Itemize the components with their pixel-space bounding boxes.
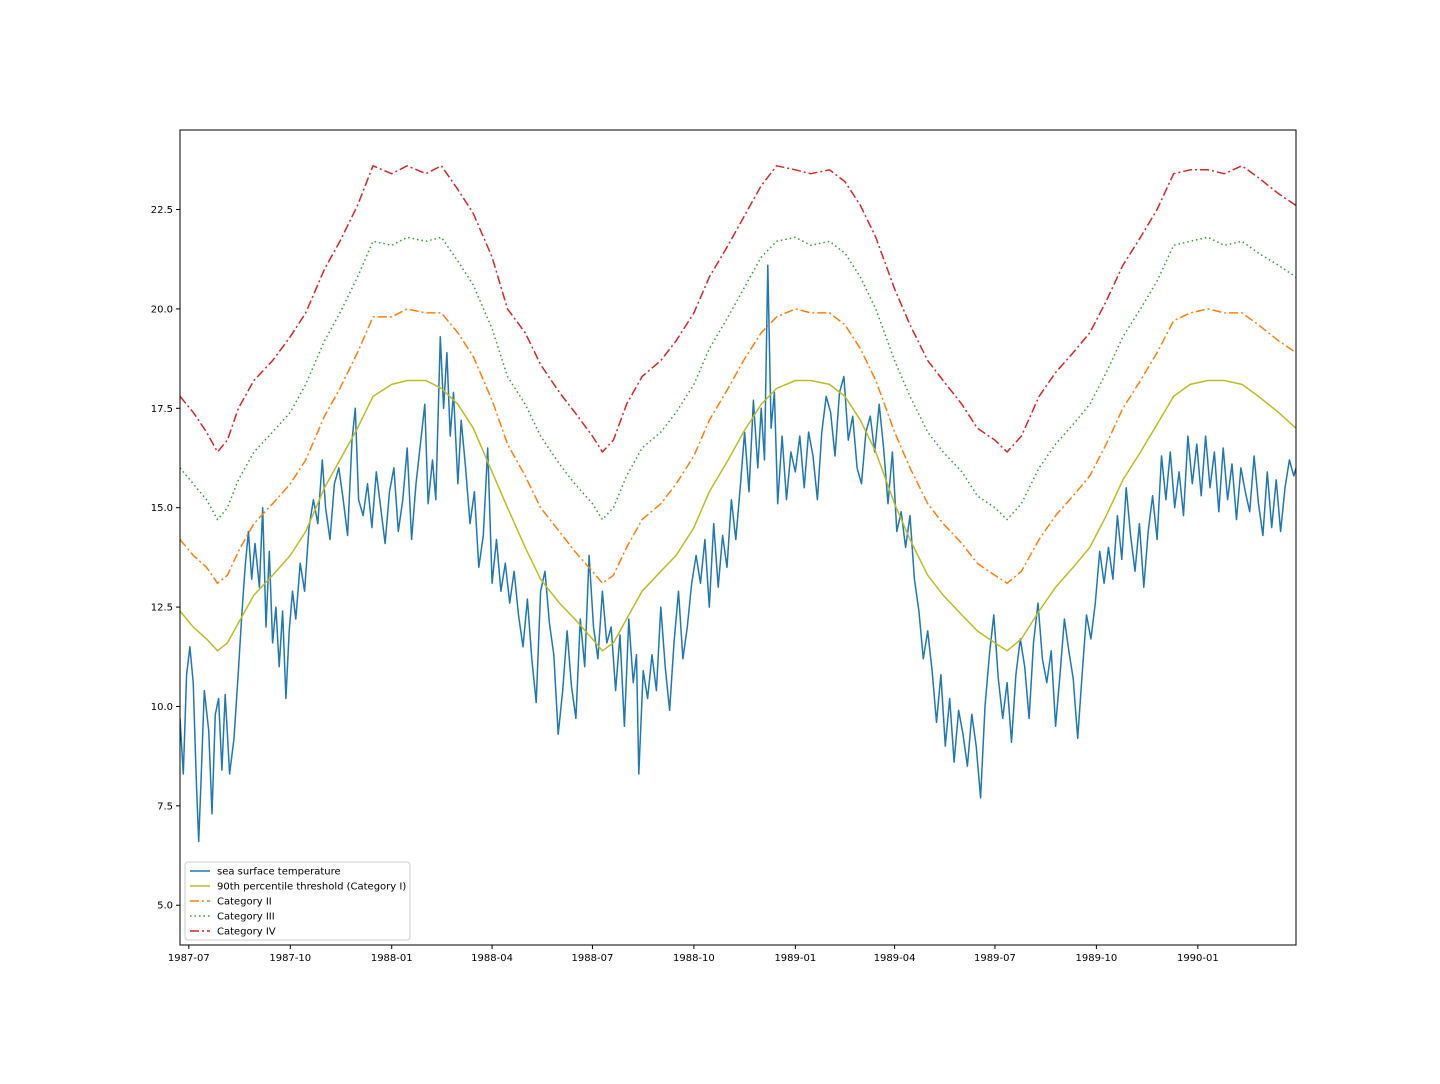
y-tick-label: 20.0 [151,304,173,315]
x-tick-label: 1989-01 [774,953,816,964]
x-tick-label: 1990-01 [1177,953,1219,964]
y-tick-label: 10.0 [151,702,173,713]
plot-frame [179,129,1297,946]
series-line-sea-surface-temperature [180,264,1296,843]
x-tick-label: 1988-07 [572,953,614,964]
series-line-90th-percentile-threshold-category-i [180,379,1296,652]
x-tick-label: 1988-04 [471,953,513,964]
legend-label: Category IV [217,927,276,938]
y-tick-label: 5.0 [157,901,173,912]
y-axis: 5.0 7.5 10.0 12.5 15.0 17.5 20.0 22.5 [151,205,180,912]
legend-label: sea surface temperature [217,867,341,878]
legend-label: 90th percentile threshold (Category I) [217,882,406,893]
y-tick-label: 17.5 [151,404,173,415]
x-tick-label: 1987-10 [269,953,311,964]
y-tick-label: 12.5 [151,603,173,614]
x-tick-label: 1988-10 [673,953,715,964]
y-tick-label: 22.5 [151,205,173,216]
legend-label: Category II [217,897,272,908]
legend-box [184,861,411,941]
x-tick-label: 1988-01 [371,953,413,964]
series-line-category-ii [180,308,1296,584]
x-axis: 1987-07 1987-10 1988-01 1988-04 1988-07 1988-… [168,945,1219,964]
series-line-category-iv [180,165,1296,453]
series-layer [180,165,1296,843]
legend: sea surface temperature 90th percentile t… [184,861,411,941]
x-tick-label: 1989-07 [974,953,1016,964]
x-tick-label: 1989-10 [1076,953,1118,964]
legend-label: Category III [217,912,275,923]
x-tick-label: 1989-04 [874,953,916,964]
y-tick-label: 15.0 [151,503,173,514]
x-tick-label: 1987-07 [168,953,210,964]
y-tick-label: 7.5 [157,801,173,812]
